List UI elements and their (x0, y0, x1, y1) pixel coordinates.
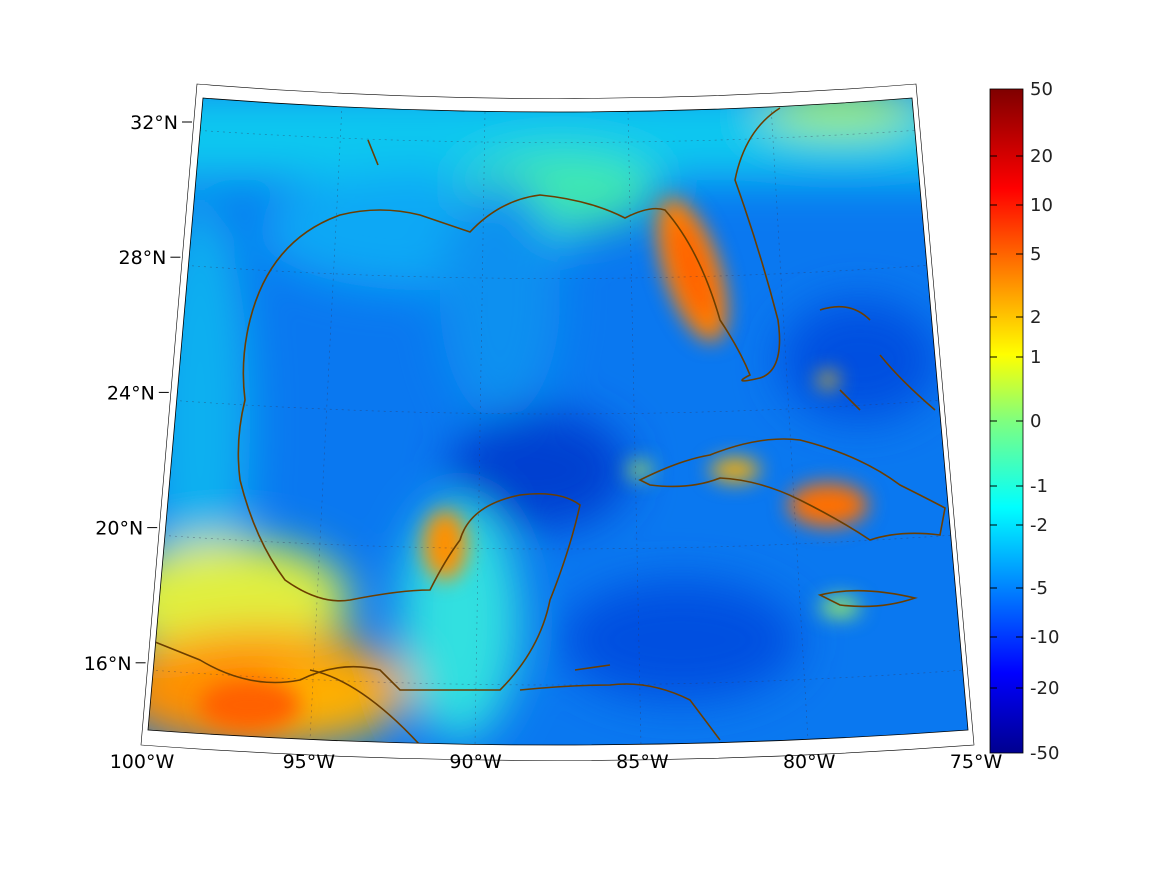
colorbar-tick-label: 10 (1030, 195, 1053, 216)
longitude-label: 75°W (950, 751, 1003, 773)
colorbar-tick-label: 5 (1030, 244, 1041, 265)
coastline (149, 107, 946, 745)
colorbar-tick-label: -20 (1030, 678, 1059, 699)
colorbar-tick-label: 2 (1030, 307, 1041, 328)
colorbar-tick-label: -50 (1030, 743, 1059, 764)
latitude-label: 28°N (119, 247, 167, 269)
latitude-labels: 32°N 28°N 24°N 20°N 16°N (84, 112, 192, 675)
colorbar-tick-label: -5 (1030, 578, 1048, 599)
longitude-label: 85°W (616, 751, 669, 773)
longitude-label: 95°W (283, 751, 336, 773)
latitude-label: 24°N (107, 382, 155, 404)
latitude-label: 16°N (84, 653, 132, 675)
longitude-label: 100°W (110, 751, 175, 773)
colorbar-tick-label: 20 (1030, 146, 1053, 167)
latitude-label: 32°N (130, 112, 178, 134)
colorbar-tick-label: -10 (1030, 627, 1059, 648)
graticule (149, 104, 966, 745)
longitude-label: 80°W (783, 751, 836, 773)
latitude-label: 20°N (95, 518, 143, 540)
longitude-labels: 100°W 95°W 90°W 85°W 80°W 75°W (110, 751, 1003, 773)
colorbar-tick-label: 0 (1030, 411, 1041, 432)
colorbar-tick-label: -2 (1030, 515, 1048, 536)
colorbar-tick-label: 1 (1030, 347, 1041, 368)
map-frame (147, 97, 969, 746)
colorbar-tick-label: 50 (1030, 79, 1053, 100)
map-field (148, 98, 968, 745)
longitude-label: 90°W (449, 751, 502, 773)
colorbar-tick-label: -1 (1030, 476, 1048, 497)
map-outer-frame (140, 83, 975, 761)
